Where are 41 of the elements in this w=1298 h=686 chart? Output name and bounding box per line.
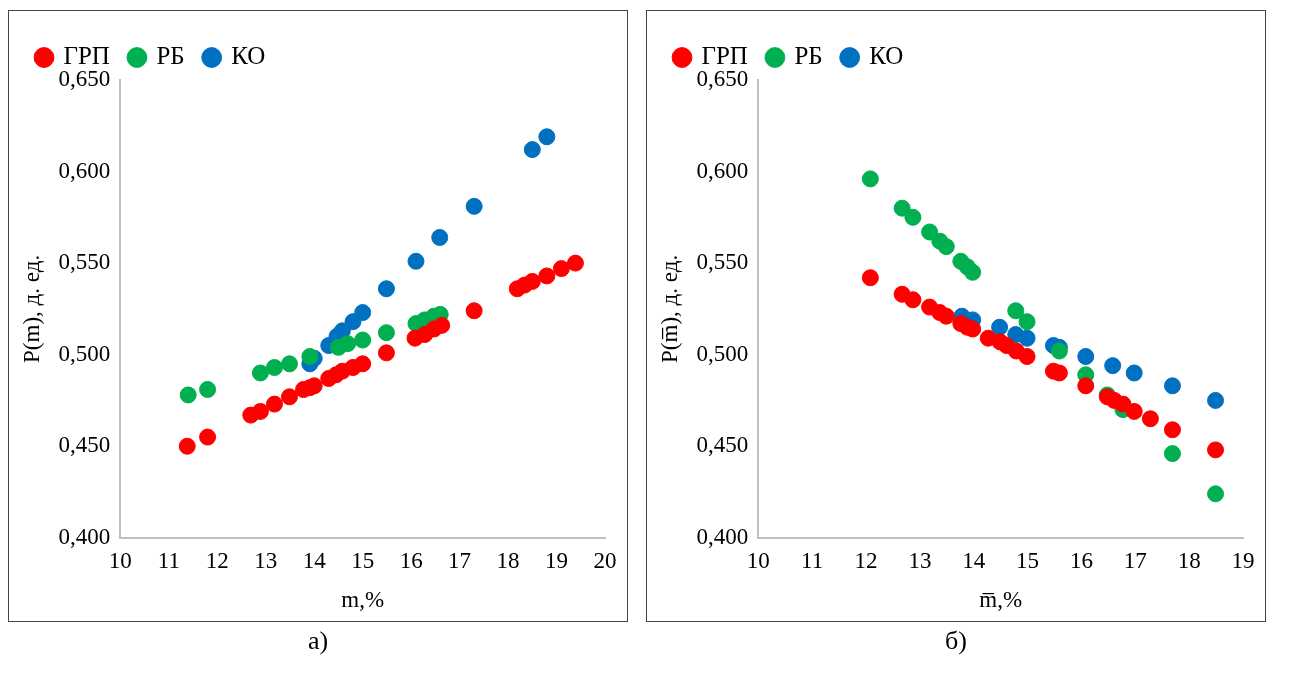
legend-label: КО <box>869 42 904 70</box>
x-tick-label: 11 <box>801 547 824 573</box>
y-tick-label: 0,400 <box>58 523 111 549</box>
y-tick-label: 0,500 <box>696 340 749 366</box>
x-tick-label: 18 <box>496 547 520 573</box>
y-tick-label: 0,450 <box>58 432 111 458</box>
text: а) <box>307 626 329 656</box>
y-tick-label: 0,400 <box>696 523 749 549</box>
y-axis-title: P(m), д. ед. <box>18 254 44 363</box>
x-tick-label: 13 <box>908 547 932 573</box>
x-tick-label: 10 <box>746 547 770 573</box>
x-tick-label: 15 <box>1016 547 1040 573</box>
y-tick-label: 0,450 <box>696 432 749 458</box>
x-tick-label: 18 <box>1177 547 1201 573</box>
x-tick-label: 15 <box>351 547 375 573</box>
x-tick-label: 14 <box>962 547 986 573</box>
x-tick-label: 17 <box>448 547 472 573</box>
x-tick-label: 16 <box>1069 547 1093 573</box>
x-tick-label: 14 <box>302 547 327 573</box>
x-tick-label: 16 <box>399 547 423 573</box>
x-tick-label: 13 <box>254 547 278 573</box>
x-tick-label: 17 <box>1123 547 1147 573</box>
y-tick-label: 0,550 <box>696 249 749 275</box>
x-axis-title: m,% <box>341 587 385 613</box>
text: б) <box>945 626 967 656</box>
x-tick-label: 11 <box>157 547 180 573</box>
x-tick-label: 19 <box>1231 547 1255 573</box>
y-tick-label: 0,600 <box>58 157 111 183</box>
x-tick-label: 19 <box>545 547 569 573</box>
x-axis-title: m̅,% <box>979 587 1023 613</box>
x-tick-label: 20 <box>593 547 617 573</box>
x-tick-label: 10 <box>108 547 132 573</box>
legend-label: РБ <box>156 42 185 70</box>
legend-label: КО <box>231 42 266 70</box>
y-tick-label: 0,550 <box>58 249 111 275</box>
x-tick-label: 12 <box>854 547 878 573</box>
y-tick-label: 0,600 <box>696 157 749 183</box>
y-tick-label: 0,500 <box>58 340 111 366</box>
y-axis-title: P(m̅), д. ед. <box>656 254 682 363</box>
x-tick-label: 12 <box>205 547 229 573</box>
legend-label: РБ <box>794 42 823 70</box>
